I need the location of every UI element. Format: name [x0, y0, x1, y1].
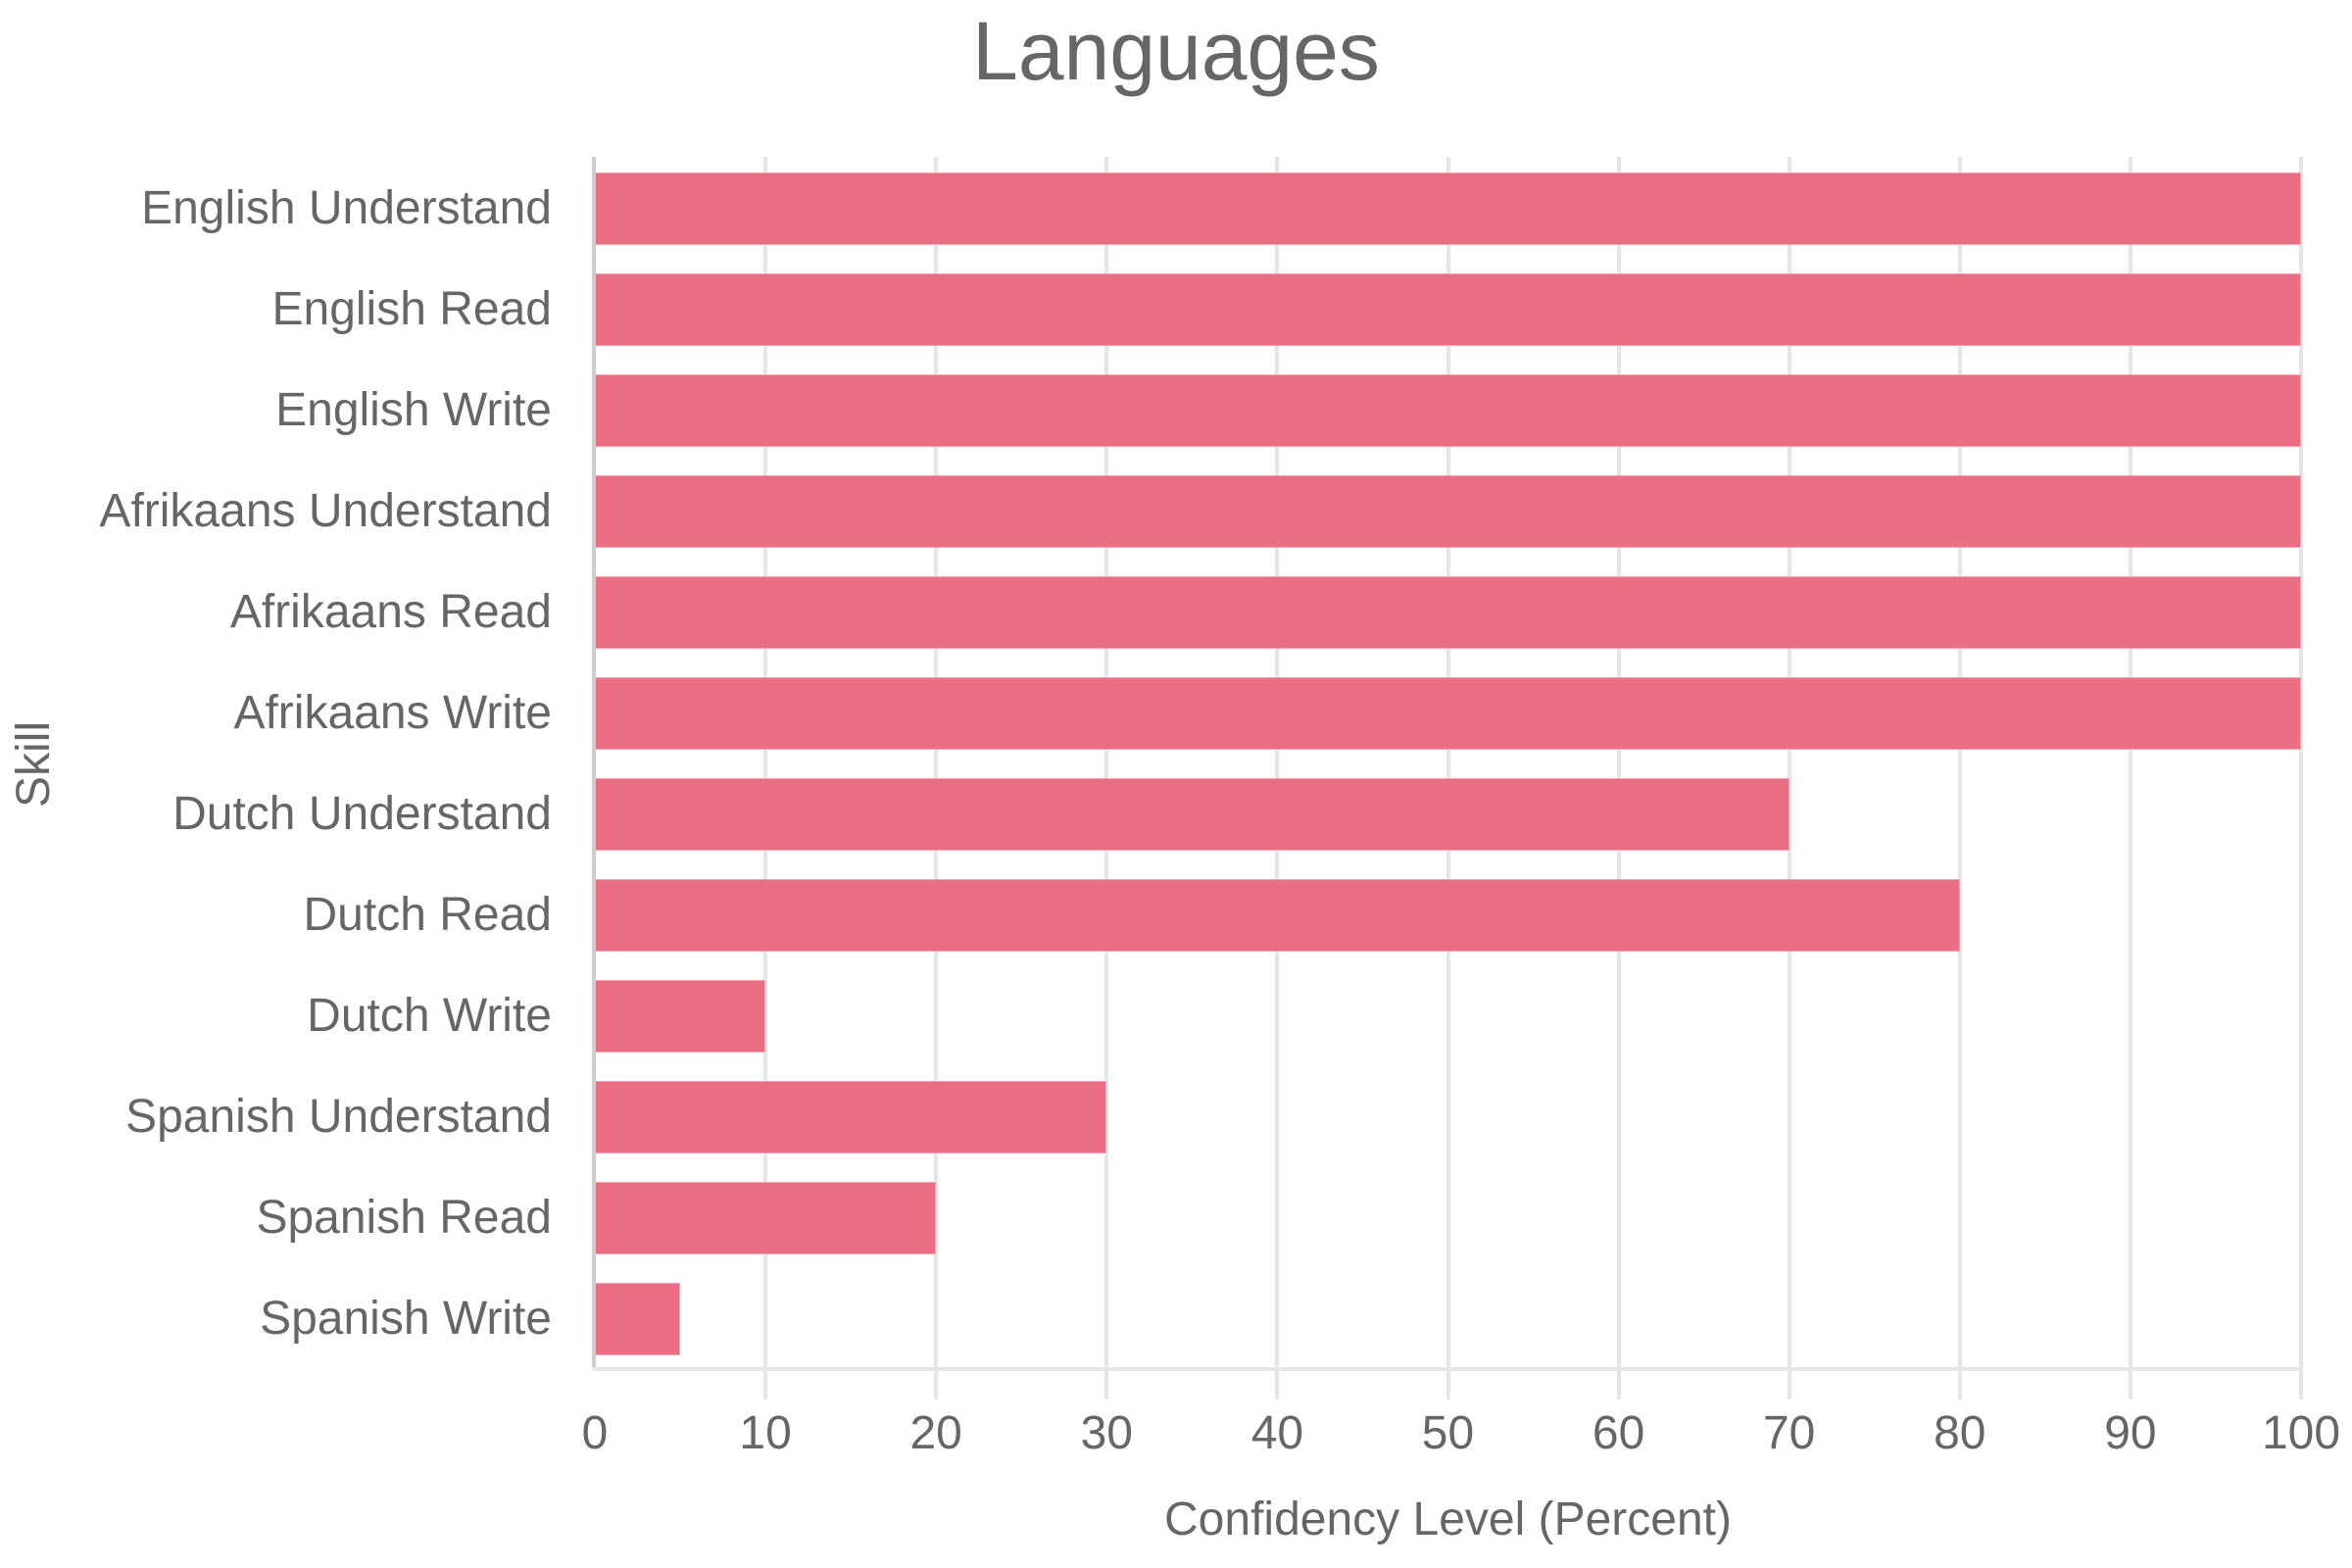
y-tick-label: Spanish Write [260, 1293, 552, 1346]
y-tick-label: Spanish Read [256, 1192, 552, 1245]
gridline [2299, 157, 2303, 1399]
gridline [1616, 157, 1621, 1399]
x-axis-line [592, 1367, 2302, 1371]
bar [595, 980, 766, 1054]
x-tick-label: 90 [2104, 1407, 2157, 1459]
gridline [1787, 157, 1791, 1399]
bar [595, 676, 2301, 750]
x-tick-label: 100 [2261, 1407, 2341, 1459]
bar [595, 474, 2301, 548]
x-tick-label: 80 [1934, 1407, 1986, 1459]
x-tick-label: 50 [1421, 1407, 1475, 1459]
x-tick-label: 30 [1080, 1407, 1133, 1459]
gridline [1957, 157, 1962, 1399]
y-tick-label: English Read [271, 282, 552, 335]
bar [595, 1081, 1107, 1154]
x-tick-label: 70 [1762, 1407, 1816, 1459]
x-tick-label: 40 [1250, 1407, 1304, 1459]
gridline [763, 157, 768, 1399]
bar [595, 1182, 937, 1255]
y-tick-label: English Write [275, 383, 552, 436]
gridline [1446, 157, 1450, 1399]
y-tick-label: Afrikaans Read [229, 585, 552, 638]
plot-area [592, 157, 2303, 1399]
bar [595, 778, 1789, 852]
x-tick-label: 60 [1592, 1407, 1645, 1459]
x-axis-title: Confidency Level (Percent) [1164, 1494, 1732, 1545]
bar [595, 172, 2301, 245]
y-tick-label: Dutch Read [303, 889, 552, 942]
y-tick-label: Spanish Understand [125, 1091, 552, 1144]
y-tick-label: Dutch Understand [172, 788, 552, 841]
bar [595, 575, 2301, 649]
x-tick-label: 20 [909, 1407, 962, 1459]
gridline [1275, 157, 1280, 1399]
chart-title: Languages [972, 5, 1380, 97]
gridline [1104, 157, 1109, 1399]
x-tick-label: 10 [739, 1407, 792, 1459]
y-tick-label: English Understand [141, 181, 552, 234]
y-axis-line [592, 157, 596, 1369]
bar [595, 879, 1960, 953]
gridline [934, 157, 939, 1399]
y-tick-label: Afrikaans Understand [99, 484, 552, 537]
bar [595, 1283, 681, 1356]
y-tick-label: Dutch Write [307, 990, 552, 1043]
gridline [2128, 157, 2132, 1399]
bar [595, 272, 2301, 346]
x-tick-label: 0 [581, 1407, 609, 1459]
bar [595, 373, 2301, 447]
y-tick-label: Afrikaans Write [233, 686, 552, 739]
